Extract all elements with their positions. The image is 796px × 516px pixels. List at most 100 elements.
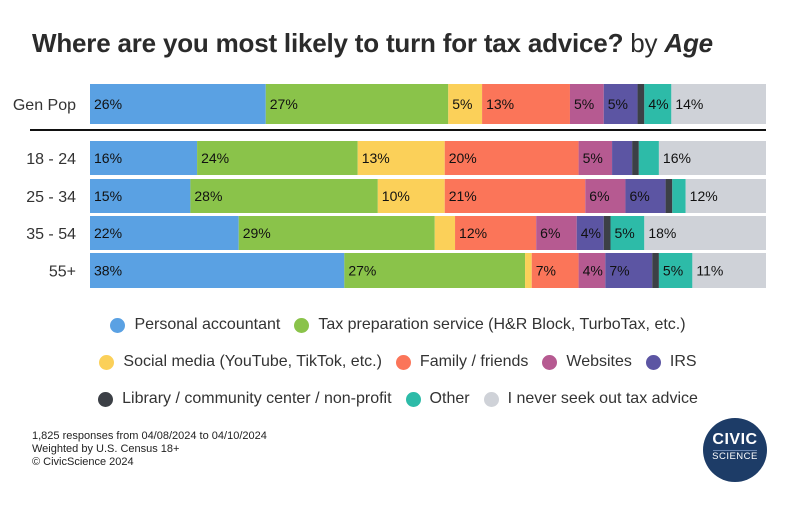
data-label-55-tax-preparation-service-h-r-block-turbotax-etc: 27% — [348, 263, 376, 279]
data-label-gen-pop-family-friends: 13% — [486, 96, 514, 112]
data-label-18-24-tax-preparation-service-h-r-block-turbotax-etc: 24% — [201, 150, 229, 166]
legend-label: Tax preparation service (H&R Block, Turb… — [318, 316, 686, 333]
data-label-25-34-personal-accountant: 15% — [94, 188, 122, 204]
legend-swatch — [110, 317, 126, 333]
legend-label: I never seek out tax advice — [507, 390, 698, 407]
data-label-55-websites: 4% — [583, 263, 603, 279]
category-label-18-24: 18 - 24 — [26, 151, 76, 168]
bar-gen-pop-family-friends — [482, 84, 570, 124]
legend-label: Other — [429, 390, 470, 407]
bar-35-54-personal-accountant — [90, 216, 239, 250]
bar-gen-pop-tax-preparation-service-h-r-block-turbotax-etc — [265, 84, 449, 124]
legend-item-other: Other — [405, 390, 470, 408]
data-label-gen-pop-i-never-seek-out-tax-advice: 14% — [675, 96, 703, 112]
logo-line-2: SCIENCE — [712, 451, 758, 462]
data-label-55-irs: 7% — [609, 263, 629, 279]
legend-label: Library / community center / non-profit — [122, 390, 392, 407]
bar-35-54-social-media-youtube-tiktok-etc — [434, 216, 456, 250]
footnote-responses: 1,825 responses from 04/08/2024 to 04/10… — [32, 430, 267, 442]
separator-line — [30, 129, 766, 131]
title-by: by — [630, 28, 658, 58]
bar-gen-pop-library-community-center-non-profit — [637, 84, 645, 124]
bar-25-34-library-community-center-non-profit — [665, 179, 673, 213]
bar-35-54-tax-preparation-service-h-r-block-turbotax-etc — [238, 216, 435, 250]
bar-25-34-websites — [585, 179, 626, 213]
data-label-gen-pop-tax-preparation-service-h-r-block-turbotax-etc: 27% — [270, 96, 298, 112]
legend-item-i-never-seek-out-tax-advice: I never seek out tax advice — [483, 390, 698, 408]
bar-35-54-other — [610, 216, 645, 250]
data-label-35-54-other: 5% — [615, 225, 635, 241]
legend-item-personal-accountant: Personal accountant — [110, 316, 280, 334]
legend-swatch — [294, 317, 310, 333]
legend-swatch — [542, 354, 558, 370]
bar-55-family-friends — [531, 253, 579, 288]
data-label-25-34-social-media-youtube-tiktok-etc: 10% — [382, 188, 410, 204]
footnote-copyright: © CivicScience 2024 — [32, 456, 134, 468]
legend-swatch — [645, 354, 661, 370]
bar-25-34-tax-preparation-service-h-r-block-turbotax-etc — [190, 179, 378, 213]
data-label-gen-pop-personal-accountant: 26% — [94, 96, 122, 112]
civicscience-logo: CIVIC SCIENCE — [703, 418, 767, 482]
bar-25-34-irs — [625, 179, 666, 213]
title-dimension: Age — [664, 28, 713, 58]
bar-gen-pop-social-media-youtube-tiktok-etc — [448, 84, 483, 124]
legend-swatch — [98, 391, 114, 407]
legend-item-tax-preparation-service-h-r-block-turbotax-etc: Tax preparation service (H&R Block, Turb… — [294, 316, 686, 334]
data-label-25-34-i-never-seek-out-tax-advice: 12% — [690, 188, 718, 204]
bar-35-54-websites — [536, 216, 577, 250]
data-label-25-34-tax-preparation-service-h-r-block-turbotax-etc: 28% — [194, 188, 222, 204]
data-label-gen-pop-other: 4% — [648, 96, 668, 112]
legend-row: Personal accountant Tax preparation servi… — [0, 316, 796, 334]
legend-label: IRS — [669, 353, 697, 370]
bar-18-24-personal-accountant — [90, 141, 198, 175]
data-label-35-54-family-friends: 12% — [459, 225, 487, 241]
bar-gen-pop-i-never-seek-out-tax-advice — [671, 84, 766, 124]
legend-label: Personal accountant — [134, 316, 281, 333]
bar-55-irs — [605, 253, 653, 288]
bar-35-54-family-friends — [455, 216, 537, 250]
title-main: Where are you most likely to turn for ta… — [32, 28, 624, 58]
data-label-gen-pop-irs: 5% — [608, 96, 628, 112]
data-label-18-24-social-media-youtube-tiktok-etc: 13% — [362, 150, 390, 166]
legend-swatch — [483, 391, 499, 407]
bar-35-54-irs — [576, 216, 604, 250]
data-label-35-54-i-never-seek-out-tax-advice: 18% — [648, 225, 676, 241]
category-label-55: 55+ — [49, 264, 76, 281]
data-label-55-i-never-seek-out-tax-advice: 11% — [696, 263, 723, 279]
bar-25-34-social-media-youtube-tiktok-etc — [377, 179, 445, 213]
bar-18-24-social-media-youtube-tiktok-etc — [357, 141, 445, 175]
footnote: 1,825 responses from 04/08/2024 to 04/10… — [32, 430, 267, 469]
bar-55-personal-accountant — [90, 253, 345, 288]
data-label-55-personal-accountant: 38% — [94, 263, 122, 279]
legend-row: Library / community center / non-profit O… — [0, 390, 796, 408]
bar-55-other — [658, 253, 693, 288]
bar-25-34-personal-accountant — [90, 179, 191, 213]
bar-35-54-i-never-seek-out-tax-advice — [644, 216, 766, 250]
category-label-25-34: 25 - 34 — [26, 189, 76, 206]
category-label-35-54: 35 - 54 — [26, 226, 76, 243]
bar-18-24-library-community-center-non-profit — [632, 141, 639, 175]
data-label-35-54-personal-accountant: 22% — [94, 225, 122, 241]
footnote-weighting: Weighted by U.S. Census 18+ — [32, 443, 180, 455]
legend-label: Social media (YouTube, TikTok, etc.) — [123, 353, 382, 370]
data-label-18-24-websites: 5% — [583, 150, 603, 166]
legend-label: Websites — [566, 353, 632, 370]
bar-18-24-family-friends — [444, 141, 579, 175]
bar-gen-pop-other — [644, 84, 672, 124]
bar-35-54-library-community-center-non-profit — [603, 216, 611, 250]
data-label-25-34-irs: 6% — [629, 188, 649, 204]
logo-divider — [713, 450, 757, 451]
legend-row: Social media (YouTube, TikTok, etc.) Fami… — [0, 353, 796, 371]
bar-gen-pop-websites — [569, 84, 604, 124]
bar-18-24-tax-preparation-service-h-r-block-turbotax-etc — [197, 141, 358, 175]
bar-25-34-family-friends — [444, 179, 586, 213]
data-label-55-other: 5% — [663, 263, 683, 279]
legend-item-library-community-center-non-profit: Library / community center / non-profit — [98, 390, 392, 408]
data-label-18-24-personal-accountant: 16% — [94, 150, 122, 166]
data-label-18-24-i-never-seek-out-tax-advice: 16% — [663, 150, 691, 166]
data-label-25-34-websites: 6% — [589, 188, 609, 204]
legend-swatch — [405, 391, 421, 407]
legend-item-social-media-youtube-tiktok-etc: Social media (YouTube, TikTok, etc.) — [99, 353, 382, 371]
bar-55-i-never-seek-out-tax-advice — [692, 253, 766, 288]
data-label-35-54-tax-preparation-service-h-r-block-turbotax-etc: 29% — [243, 225, 271, 241]
